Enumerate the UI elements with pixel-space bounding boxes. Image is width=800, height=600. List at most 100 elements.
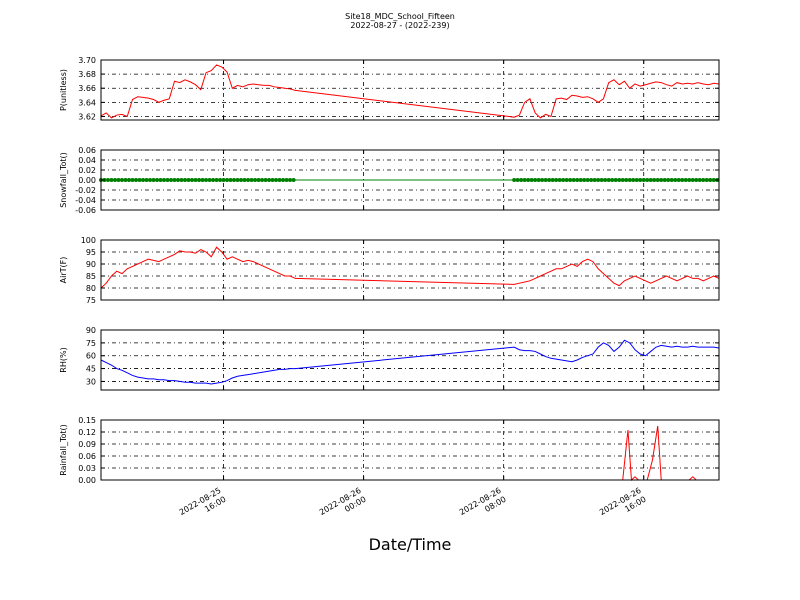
panel-frame-2 — [100, 239, 720, 301]
data-point-1-0 — [130, 178, 135, 182]
data-point-1-1 — [669, 178, 674, 182]
data-point-1-0 — [218, 178, 223, 182]
data-point-1-1 — [526, 178, 531, 182]
data-point-1-1 — [666, 178, 671, 182]
data-point-1-1 — [655, 178, 660, 182]
y-axis-label: RH(%) — [59, 347, 68, 372]
data-point-1-0 — [284, 178, 289, 182]
data-point-1-0 — [277, 178, 282, 182]
data-point-1-1 — [641, 178, 646, 182]
data-point-1-0 — [207, 178, 212, 182]
data-point-1-0 — [197, 178, 202, 182]
y-tick-label: 75 — [86, 296, 96, 305]
y-axis-label: P(unitless) — [59, 69, 68, 111]
data-point-1-1 — [704, 178, 709, 182]
data-point-1-1 — [617, 178, 622, 182]
data-point-1-1 — [515, 178, 520, 182]
chart-subtitle: 2022-08-27 - (2022-239) — [350, 21, 449, 30]
data-point-1-0 — [183, 178, 188, 182]
data-point-1-0 — [249, 178, 254, 182]
data-point-1-0 — [274, 178, 279, 182]
data-point-1-0 — [123, 178, 128, 182]
panel-1: -0.06-0.04-0.020.000.020.040.06 Snowfall_… — [59, 146, 720, 215]
data-point-1-0 — [144, 178, 149, 182]
data-point-1-0 — [260, 178, 265, 182]
data-point-1-1 — [673, 178, 678, 182]
y-tick-label: 0.09 — [78, 440, 96, 449]
data-point-1-1 — [683, 178, 688, 182]
data-point-1-1 — [634, 178, 639, 182]
y-tick-label: 90 — [86, 260, 96, 269]
data-point-1-0 — [211, 178, 216, 182]
x-tick-label: 2022-08-2516:00 — [178, 486, 228, 526]
data-point-1-0 — [116, 178, 121, 182]
data-point-1-1 — [613, 178, 618, 182]
panel-frame-4 — [100, 419, 720, 481]
y-tick-label: 3.66 — [78, 84, 96, 93]
data-point-1-1 — [522, 178, 527, 182]
data-point-1-1 — [659, 178, 664, 182]
data-point-1-0 — [169, 178, 174, 182]
data-point-1-1 — [578, 178, 583, 182]
data-point-1-0 — [193, 178, 198, 182]
data-point-1-0 — [246, 178, 251, 182]
data-point-1-0 — [288, 178, 293, 182]
data-point-1-1 — [529, 178, 534, 182]
data-point-1-0 — [109, 178, 114, 182]
y-tick-label: 100 — [81, 236, 96, 245]
data-point-1-1 — [561, 178, 566, 182]
data-point-1-1 — [603, 178, 608, 182]
data-point-1-0 — [204, 178, 209, 182]
x-tick-label: 2022-08-2616:00 — [598, 486, 648, 526]
data-point-1-1 — [638, 178, 643, 182]
series-line-2 — [100, 246, 720, 289]
data-point-1-1 — [575, 178, 580, 182]
data-point-1-0 — [179, 178, 184, 182]
data-point-1-0 — [239, 178, 244, 182]
y-tick-label: 0.03 — [78, 464, 96, 473]
data-point-1-1 — [533, 178, 538, 182]
data-point-1-1 — [620, 178, 625, 182]
data-point-1-1 — [596, 178, 601, 182]
data-point-1-0 — [200, 178, 205, 182]
data-point-1-0 — [235, 178, 240, 182]
data-point-1-1 — [592, 178, 597, 182]
data-point-1-0 — [165, 178, 170, 182]
data-point-1-0 — [120, 178, 125, 182]
series-line-3 — [100, 339, 720, 385]
data-point-1-1 — [536, 178, 541, 182]
data-point-1-1 — [585, 178, 590, 182]
x-axis-ticks: 2022-08-2516:00 2022-08-2600:00 2022-08-26… — [178, 486, 648, 526]
data-point-1-0 — [242, 178, 247, 182]
y-axis-label: AirT(F) — [59, 257, 68, 284]
data-point-1-1 — [557, 178, 562, 182]
data-point-1-0 — [127, 178, 132, 182]
data-point-1-0 — [214, 178, 219, 182]
data-point-1-0 — [106, 178, 110, 182]
data-point-1-1 — [606, 178, 611, 182]
y-tick-label: 3.64 — [78, 98, 96, 107]
y-tick-label: 0.00 — [78, 176, 96, 185]
data-point-1-1 — [543, 178, 548, 182]
y-tick-label: 30 — [86, 377, 96, 386]
data-point-1-1 — [568, 178, 573, 182]
panel-4: 0.00 0.03 0.06 0.09 0.12 0.15 Rainfall_Tot() — [59, 416, 720, 485]
data-point-1-1 — [648, 178, 653, 182]
y-tick-label: 0.06 — [78, 452, 96, 461]
y-tick-label: 0.06 — [78, 146, 96, 155]
data-point-1-0 — [172, 178, 177, 182]
data-point-1-0 — [113, 178, 118, 182]
data-point-1-0 — [221, 178, 226, 182]
data-point-1-0 — [228, 178, 233, 182]
panels: 3.623.643.663.683.70P(unitless)-0.06-0.0… — [59, 56, 720, 485]
data-point-1-0 — [158, 178, 163, 182]
data-point-1-0 — [270, 178, 275, 182]
y-tick-label: 0.15 — [78, 416, 96, 425]
data-point-1-0 — [267, 178, 272, 182]
data-point-1-1 — [708, 178, 713, 182]
data-point-1-0 — [141, 178, 146, 182]
data-point-1-1 — [589, 178, 594, 182]
data-point-1-1 — [540, 178, 545, 182]
y-tick-label: 45 — [86, 365, 96, 374]
